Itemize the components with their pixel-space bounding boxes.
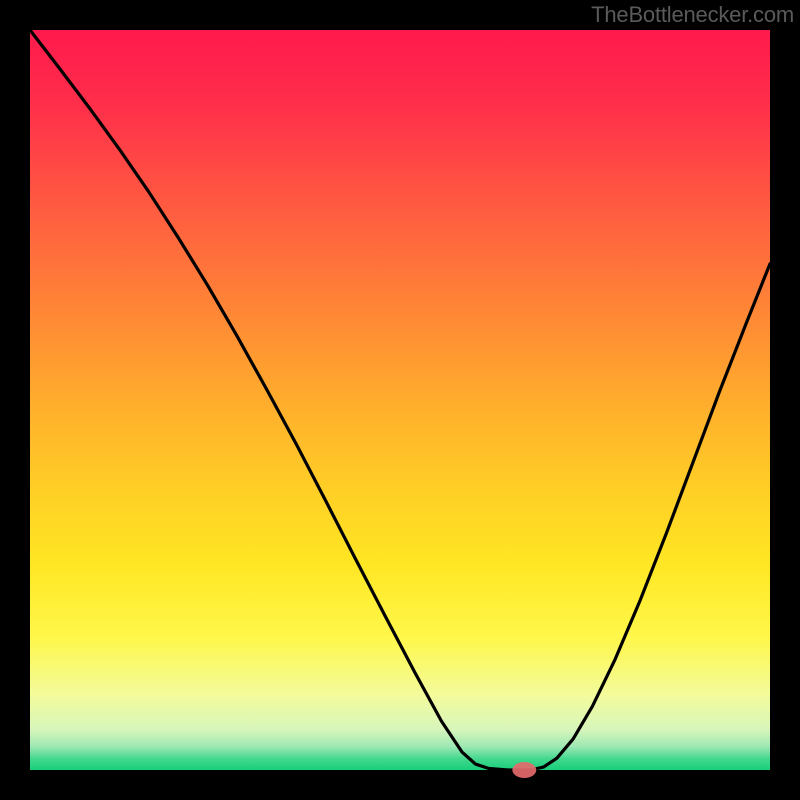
- optimal-marker: [512, 762, 536, 778]
- chart-root: TheBottlenecker.com: [0, 0, 800, 800]
- watermark-text: TheBottlenecker.com: [591, 2, 794, 28]
- plot-svg: [0, 0, 800, 800]
- gradient-background: [30, 30, 770, 770]
